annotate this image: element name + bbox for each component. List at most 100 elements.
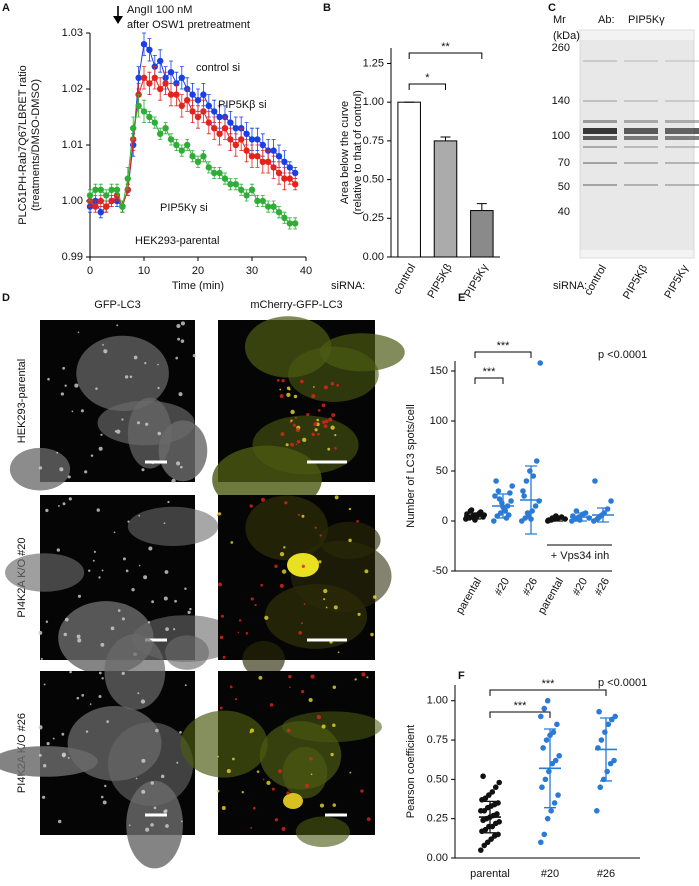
column-header: mCherry-GFP-LC3 — [250, 299, 342, 311]
puncta — [192, 353, 197, 358]
puncta — [116, 324, 119, 327]
panel-letter: D — [2, 292, 10, 304]
puncta — [301, 514, 305, 518]
puncta — [321, 420, 326, 424]
blot-band — [665, 100, 699, 102]
data-point — [468, 507, 475, 513]
puncta — [138, 564, 141, 567]
y-tick-label: -50 — [432, 565, 448, 577]
puncta — [306, 413, 310, 417]
puncta — [104, 784, 107, 788]
data-point — [494, 811, 500, 817]
puncta — [280, 432, 285, 437]
blot-band — [624, 60, 658, 62]
puncta — [106, 720, 109, 723]
data-point — [259, 158, 266, 165]
puncta — [45, 620, 49, 623]
puncta — [289, 686, 291, 689]
blot-image — [579, 29, 695, 259]
data-point — [496, 779, 503, 786]
micrograph — [0, 634, 195, 869]
puncta — [317, 432, 320, 436]
puncta — [157, 386, 160, 390]
puncta — [298, 631, 302, 635]
data-point — [539, 784, 545, 791]
y-tick-label: 100 — [430, 415, 448, 427]
puncta — [316, 714, 322, 720]
puncta — [271, 787, 275, 791]
data-point — [103, 192, 110, 199]
micrograph — [180, 671, 382, 848]
puncta — [145, 422, 149, 426]
puncta — [59, 467, 64, 472]
data-point — [286, 175, 293, 182]
puncta — [323, 598, 326, 601]
puncta — [297, 513, 301, 516]
data-point — [495, 831, 501, 838]
data-point — [97, 197, 105, 205]
puncta — [141, 468, 145, 472]
puncta — [332, 803, 337, 807]
puncta — [110, 626, 115, 631]
puncta — [286, 728, 291, 733]
puncta — [147, 621, 151, 624]
data-point — [97, 186, 105, 193]
data-point — [292, 169, 299, 177]
cell — [252, 415, 359, 475]
puncta — [323, 588, 328, 594]
data-point — [550, 729, 557, 735]
puncta — [57, 819, 62, 824]
data-point — [548, 808, 554, 814]
x-tick-label: PIP5Kβ — [425, 262, 454, 300]
puncta — [366, 817, 371, 822]
puncta — [237, 631, 240, 634]
mr-label: (kDa) — [553, 30, 580, 42]
cell — [282, 711, 382, 743]
puncta — [121, 671, 125, 675]
data-point — [205, 119, 212, 126]
puncta — [98, 694, 102, 698]
puncta — [145, 827, 150, 832]
puncta — [294, 416, 298, 420]
x-tick-label: 20 — [192, 265, 204, 277]
puncta — [90, 454, 94, 457]
significance: ** — [441, 41, 450, 53]
micrograph — [5, 495, 240, 675]
puncta — [249, 504, 253, 508]
puncta — [321, 403, 326, 408]
data-point — [604, 768, 610, 775]
axis-caption: siRNA: — [331, 280, 365, 292]
data-point — [248, 136, 256, 143]
annotation: AngII 100 nM — [127, 4, 192, 16]
data-point — [540, 745, 546, 751]
data-point — [594, 808, 600, 814]
puncta — [136, 421, 140, 425]
micrograph — [9, 320, 208, 491]
data-point — [173, 91, 180, 98]
cell — [76, 335, 169, 412]
data-point — [592, 478, 598, 484]
x-tick-label: control — [391, 262, 418, 297]
puncta — [348, 538, 352, 543]
data-point — [541, 705, 548, 712]
data-point — [259, 141, 266, 149]
puncta — [116, 429, 121, 434]
puncta — [230, 541, 234, 544]
marker-label: 260 — [552, 42, 570, 54]
blot-band — [665, 60, 699, 62]
y-tick-label: 1.00 — [62, 195, 83, 207]
data-point — [538, 713, 544, 720]
puncta — [164, 570, 169, 574]
puncta — [177, 337, 181, 341]
puncta — [217, 514, 220, 517]
x-tick-label: 0 — [87, 265, 93, 277]
puncta — [189, 607, 192, 611]
puncta — [220, 614, 224, 618]
antibody-label: Ab: — [598, 14, 615, 26]
blot-band — [665, 184, 699, 186]
puncta — [174, 599, 177, 603]
puncta — [179, 731, 182, 734]
data-point — [119, 203, 126, 210]
arrow-head — [113, 16, 123, 24]
data-point — [598, 737, 605, 743]
